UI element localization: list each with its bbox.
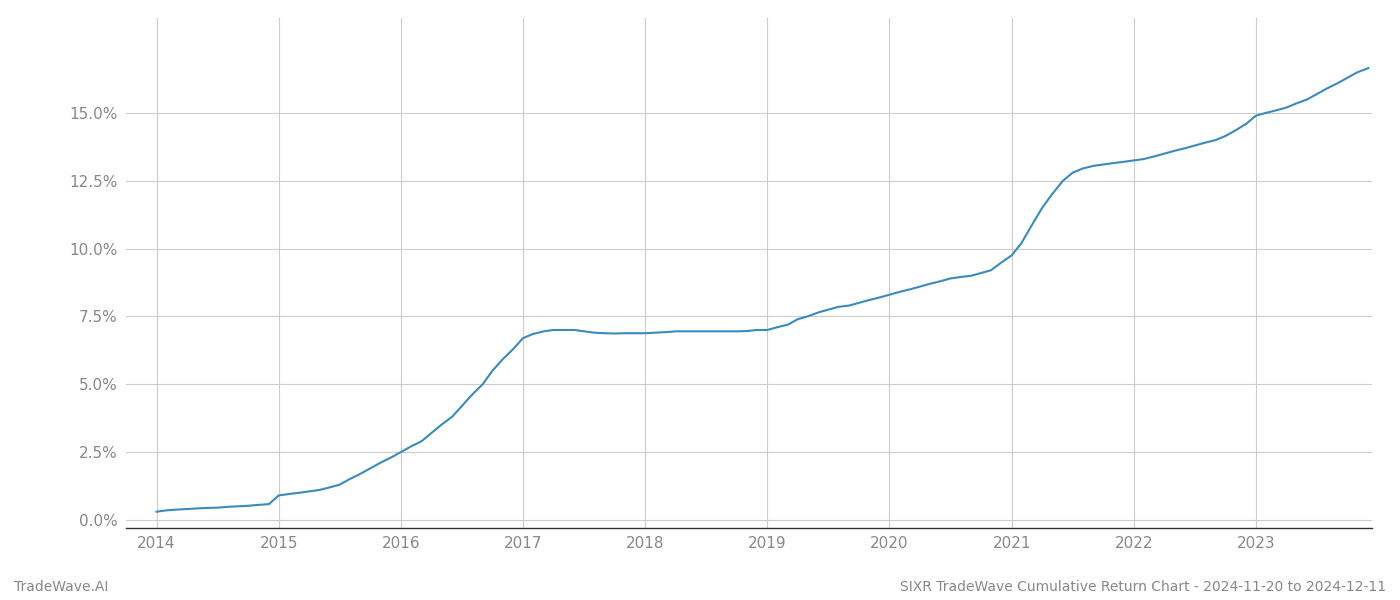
Text: TradeWave.AI: TradeWave.AI — [14, 580, 108, 594]
Text: SIXR TradeWave Cumulative Return Chart - 2024-11-20 to 2024-12-11: SIXR TradeWave Cumulative Return Chart -… — [900, 580, 1386, 594]
